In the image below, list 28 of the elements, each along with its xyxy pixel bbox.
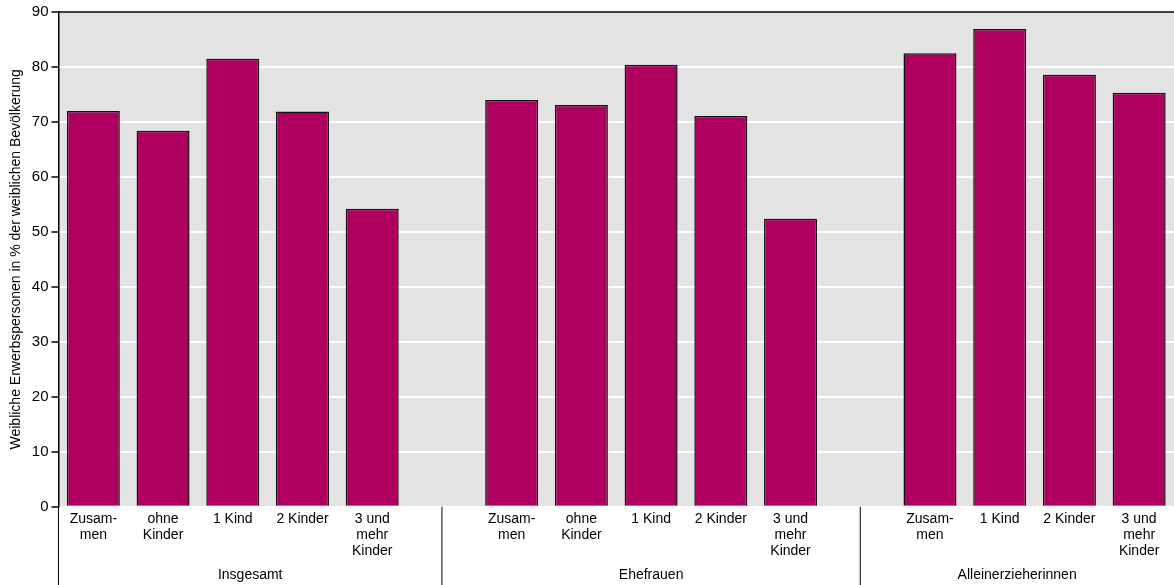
x-tick-label: 1 Kind <box>979 509 1020 526</box>
x-tick-label: ohne Kinder <box>561 509 602 542</box>
text: Ehefrauen <box>618 565 684 582</box>
x-tick-label: 3 und mehr Kinder <box>351 509 393 558</box>
y-axis-title: Weibliche Erwerbspersonen in % der weiblichen Bevölkerung <box>7 69 24 450</box>
x-tick-label: 2 Kinder <box>1043 509 1096 526</box>
y-tick-label: 20 <box>31 386 49 404</box>
y-tick-label: 40 <box>31 276 49 294</box>
x-tick-label: ohne Kinder <box>142 509 184 542</box>
text: Insgesamt <box>217 565 283 582</box>
y-tick-label: 50 <box>31 222 49 240</box>
y-tick-label: 0 <box>40 496 49 514</box>
x-tick-label: Zusam- men <box>906 509 955 542</box>
y-tick-label: 10 <box>31 441 49 459</box>
x-tick-label: Zusam- men <box>69 509 118 542</box>
y-tick-label: 70 <box>31 112 49 130</box>
x-tick-label: 1 Kind <box>631 509 671 526</box>
text: Alleinerzieherinnen <box>957 565 1077 582</box>
x-tick-label: 2 Kinder <box>276 509 329 526</box>
y-tick-label: 30 <box>31 331 49 349</box>
x-tick-label: 1 Kind <box>212 509 253 526</box>
x-tick-label: 3 und mehr Kinder <box>770 509 812 558</box>
y-tick-label: 60 <box>31 167 49 185</box>
x-tick-label: Zusam- men <box>487 509 536 542</box>
y-tick-label: 80 <box>31 57 49 75</box>
x-tick-label: 3 und mehr Kinder <box>1118 509 1160 558</box>
x-tick-label: 2 Kinder <box>694 509 748 526</box>
y-tick-label: 90 <box>31 2 49 20</box>
